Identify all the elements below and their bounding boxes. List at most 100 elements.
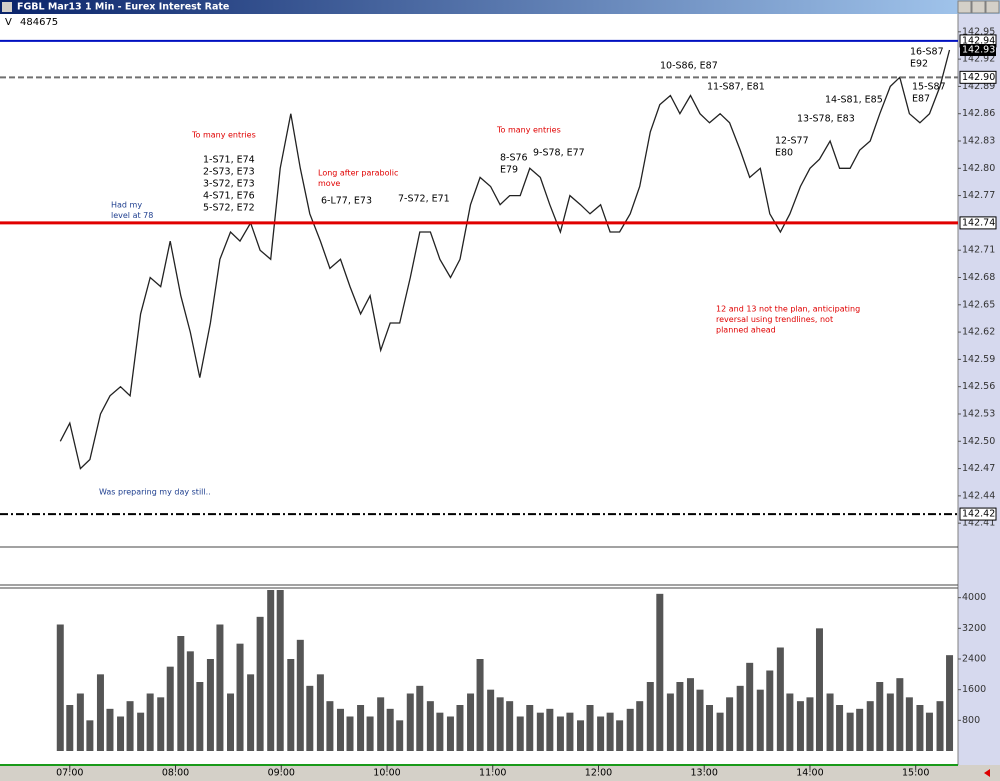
annotation: 6-L77, E73 — [321, 196, 372, 207]
volume-bar — [236, 643, 244, 751]
volume-bar — [666, 693, 674, 751]
y-tick-label: 142.65 — [962, 299, 995, 310]
y-tick-label: 142.59 — [962, 354, 995, 365]
volume-bar — [866, 701, 874, 751]
annotation: E87 — [912, 94, 930, 105]
volume-bar — [925, 712, 933, 751]
volume-bar — [366, 716, 374, 751]
annotation: 13-S78, E83 — [797, 114, 855, 125]
volume-bar — [86, 720, 94, 751]
volume-bar — [626, 708, 634, 751]
volume-bar — [287, 659, 295, 751]
maximize-button[interactable] — [971, 0, 986, 14]
y-tick-label: 142.50 — [962, 436, 995, 447]
window-icon — [2, 2, 12, 12]
annotation: 4-S71, E76 — [203, 191, 255, 202]
volume-bar — [646, 682, 654, 751]
x-tick-label: 11:00 — [479, 768, 506, 779]
volume-bar — [936, 701, 944, 751]
volume-bar — [336, 708, 344, 751]
annotation: 12-S77 — [775, 136, 809, 147]
x-tick-label: 07:00 — [56, 768, 83, 779]
annotation: 8-S76 — [500, 153, 528, 164]
volume-bar — [487, 689, 495, 751]
annotation: 9-S78, E77 — [533, 148, 585, 159]
volume-bar — [696, 689, 704, 751]
volume-bar — [56, 624, 64, 751]
volume-bar — [267, 590, 275, 751]
volume-bar — [206, 659, 214, 751]
volume-bar — [756, 689, 764, 751]
annotation: 10-S86, E87 — [660, 61, 718, 72]
title-bar — [0, 0, 1000, 14]
annotation: E79 — [500, 165, 518, 176]
annotation: planned ahead — [716, 326, 776, 335]
volume-bar — [406, 693, 414, 751]
volume-bar — [256, 616, 264, 751]
annotation: Long after parabolic — [318, 169, 398, 178]
volume-bar — [606, 712, 614, 751]
volume-bar — [905, 697, 913, 751]
volume-bar — [676, 682, 684, 751]
volume-bar — [716, 712, 724, 751]
volume-bar — [656, 593, 664, 751]
volume-bar — [815, 628, 823, 751]
volume-bar — [106, 708, 114, 751]
volume-bar — [137, 712, 145, 751]
x-tick-label: 12:00 — [585, 768, 612, 779]
y-tick-label: 142.95 — [962, 26, 995, 37]
volume-bar — [776, 647, 784, 751]
volume-bar — [806, 697, 814, 751]
window-title: FGBL Mar13 1 Min - Eurex Interest Rate — [17, 2, 229, 13]
last-price-label: 142.93 — [962, 45, 995, 56]
y-tick-label: 3200 — [962, 623, 986, 634]
volume-bar — [186, 651, 194, 751]
info-row — [0, 14, 1000, 30]
close-button[interactable] — [985, 0, 1000, 14]
annotation: 1-S71, E74 — [203, 155, 255, 166]
annotation: 3-S72, E73 — [203, 179, 255, 190]
volume-bar — [896, 678, 904, 751]
y-tick-label: 142.86 — [962, 108, 995, 119]
scroll-arrow[interactable] — [984, 769, 990, 777]
volume-bar — [166, 666, 174, 751]
annotation: 16-S87 — [910, 47, 944, 58]
annotation: To many entries — [191, 131, 256, 140]
price-axis-panel — [958, 14, 1000, 765]
volume-bar — [836, 705, 844, 751]
level-label: 142.74 — [962, 217, 995, 228]
volume-bar — [216, 624, 224, 751]
y-tick-label: 142.92 — [962, 54, 995, 65]
annotation: 12 and 13 not the plan, anticipating — [716, 305, 860, 314]
volume-bar — [577, 720, 585, 751]
volume-bar — [446, 716, 454, 751]
volume-bar — [566, 712, 574, 751]
y-tick-label: 142.44 — [962, 490, 995, 501]
last-price-box — [960, 44, 996, 57]
x-tick-label: 14:00 — [796, 768, 823, 779]
volume-bar — [786, 693, 794, 751]
price-line — [59, 49, 951, 470]
volume-bar — [496, 697, 504, 751]
annotation: 7-S72, E71 — [398, 194, 450, 205]
volume-bar — [146, 693, 154, 751]
level-box — [959, 70, 997, 84]
volume-bar — [586, 705, 594, 751]
volume-bar — [766, 670, 774, 751]
y-tick-label: 800 — [962, 715, 980, 726]
level-box — [959, 507, 997, 521]
annotation: 14-S81, E85 — [825, 95, 883, 106]
annotation: Had my — [111, 201, 142, 210]
row-letter: V — [5, 17, 12, 28]
y-tick-label: 142.77 — [962, 190, 995, 201]
annotation: move — [318, 179, 340, 188]
volume-bar — [686, 678, 694, 751]
minimize-button[interactable] — [957, 0, 972, 14]
volume-bar — [826, 693, 834, 751]
volume-bar — [157, 697, 165, 751]
volume-bar — [746, 662, 754, 751]
y-tick-label: 142.83 — [962, 136, 995, 147]
volume-bar — [66, 705, 74, 751]
